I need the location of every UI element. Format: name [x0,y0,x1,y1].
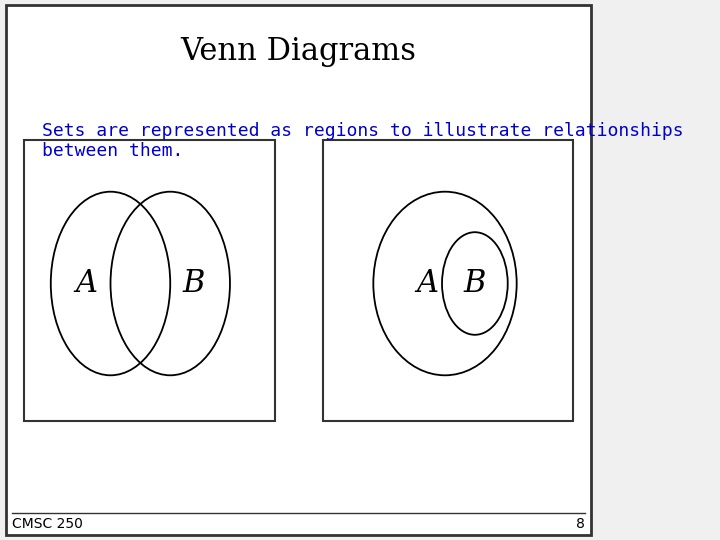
Text: 8: 8 [577,517,585,531]
Text: Venn Diagrams: Venn Diagrams [181,36,417,67]
Text: A: A [416,268,438,299]
Text: A: A [76,268,98,299]
FancyBboxPatch shape [24,140,275,421]
Text: B: B [464,268,486,299]
Text: Sets are represented as regions to illustrate relationships
between them.: Sets are represented as regions to illus… [42,122,683,160]
FancyBboxPatch shape [6,5,591,535]
Text: B: B [183,268,205,299]
Text: CMSC 250: CMSC 250 [12,517,83,531]
FancyBboxPatch shape [323,140,573,421]
